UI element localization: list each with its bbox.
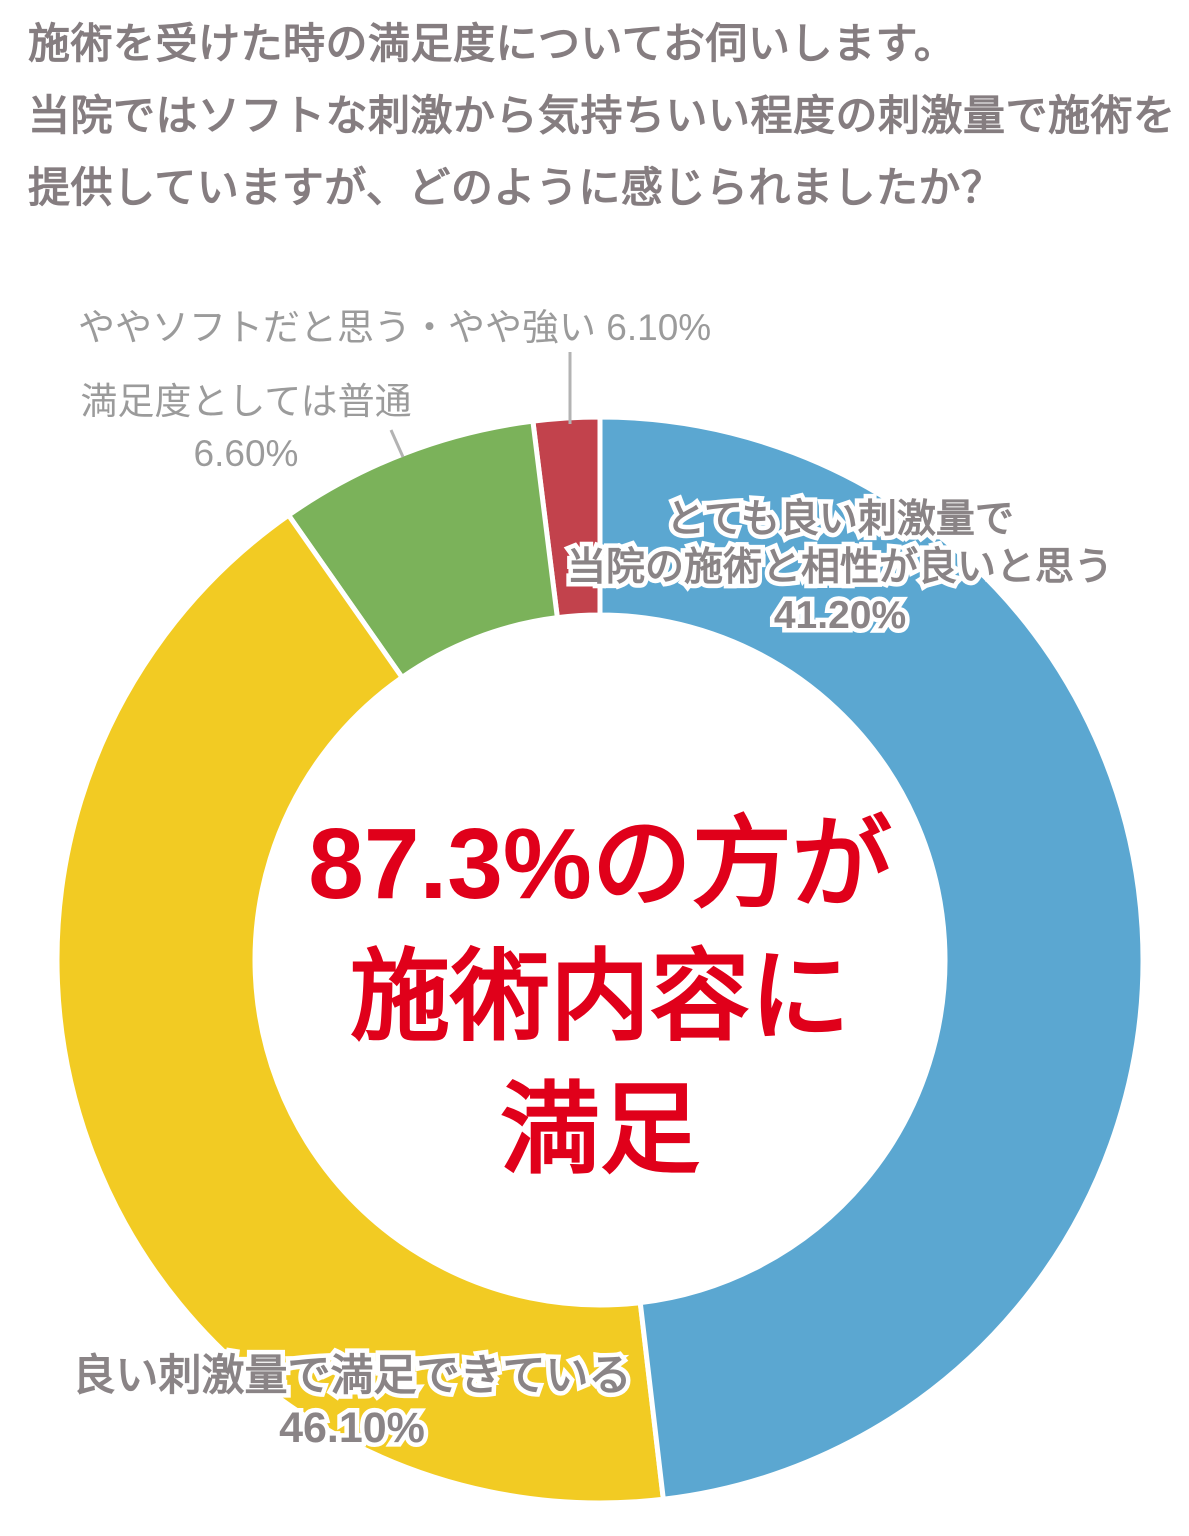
- survey-question-line-1: 施術を受けた時の満足度についてお伺いします。: [28, 20, 957, 67]
- segment-label-very-good: とても良い刺激量で とても良い刺激量で 当院の施術と相性が良いと思う 当院の施術…: [520, 494, 1160, 642]
- segment-label-line: 良い刺激量で満足できている 良い刺激量で満足できている: [68, 1348, 636, 1405]
- pie-segment-3: [285, 418, 561, 681]
- survey-question-line-2: 当院ではソフトな刺激から気持ちいい程度の刺激量で施術を: [28, 92, 1176, 139]
- center-summary-line-1: 87.3%の方が: [308, 808, 892, 920]
- segment-label-slightly-soft-strong: ややソフトだと思う・やや強い 6.10%: [78, 306, 711, 350]
- leader-line-green-segment: [389, 429, 405, 458]
- center-summary-line-3: 満足: [500, 1074, 700, 1186]
- segment-value: 41.20% 41.20%: [769, 590, 910, 642]
- segment-label-text: 満足度としては普通: [80, 381, 412, 422]
- center-summary-line-2: 施術内容に: [350, 941, 850, 1053]
- survey-question-line-3: 提供していますが、どのように感じられましたか？: [28, 164, 1004, 211]
- segment-label-text: ややソフトだと思う・やや強い 6.10%: [78, 307, 712, 348]
- segment-value: 6.60%: [193, 433, 299, 474]
- segment-label-line: とても良い刺激量で とても良い刺激量で: [662, 494, 1019, 546]
- pie-segment-2: [54, 511, 667, 1506]
- center-summary: 87.3%の方が 施術内容に 満足: [245, 798, 955, 1197]
- segment-label-line: 当院の施術と相性が良いと思う 当院の施術と相性が良いと思う: [562, 542, 1117, 594]
- survey-question: 施術を受けた時の満足度についてお伺いします。 当院ではソフトな刺激から気持ちいい…: [28, 8, 1178, 224]
- pie-segment-1: [597, 414, 1146, 1503]
- segment-value: 46.10% 46.10%: [275, 1400, 430, 1457]
- segment-label-neutral: 満足度としては普通 6.60%: [66, 380, 426, 476]
- segment-label-good: 良い刺激量で満足できている 良い刺激量で満足できている 46.10% 46.10…: [22, 1348, 682, 1457]
